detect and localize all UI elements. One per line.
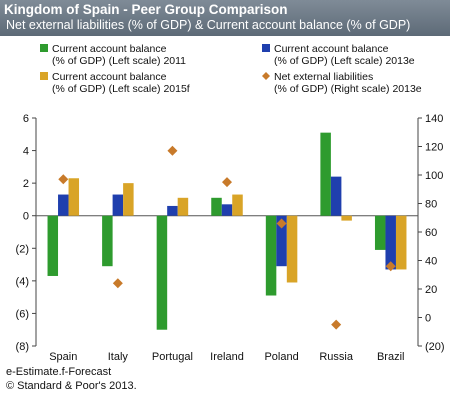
bar-ca-2015f-italy (123, 183, 134, 216)
category-label: Brazil (377, 351, 405, 363)
left-tick-label: 6 (23, 113, 29, 125)
category-label: Poland (264, 351, 298, 363)
legend-label-ca-2015f: (% of GDP) (Left scale) 2015f (52, 83, 190, 95)
chart-legend: Current account balance(% of GDP) (Left … (40, 43, 422, 95)
legend-swatch-ca-2011 (40, 44, 48, 52)
category-label: Spain (49, 351, 77, 363)
bar-ca-2015f-poland (286, 215, 298, 283)
category-label: Italy (108, 351, 129, 363)
left-tick-label: 2 (23, 178, 29, 190)
bar-ca-2015f-spain (68, 178, 80, 216)
bar-ca-2013e-spain (58, 194, 69, 216)
bar-ca-2011-russia (320, 132, 331, 216)
right-tick-label: (20) (425, 341, 445, 353)
bar-ca-2011-portugal (156, 215, 168, 330)
bar-ca-2011-poland (265, 215, 277, 296)
bar-ca-2011-italy (102, 215, 113, 267)
marker-nel-2013e-spain (58, 174, 69, 185)
copyright-note: © Standard & Poor's 2013. (6, 380, 137, 392)
bar-ca-2013e-ireland (221, 204, 233, 216)
legend-label-nel-2013e: (% of GDP) (Right scale) 2013e (274, 83, 422, 95)
bar-ca-2013e-portugal (167, 205, 178, 216)
left-tick-label: (6) (16, 308, 29, 320)
marker-nel-2013e-portugal (167, 145, 178, 156)
bar-ca-2011-ireland (211, 197, 222, 216)
right-tick-label: 40 (425, 256, 437, 268)
bar-ca-2013e-italy (112, 194, 124, 216)
chart-subtitle: Net external liabilities (% of GDP) & Cu… (6, 18, 411, 32)
bar-ca-2015f-portugal (177, 197, 189, 216)
marker-nel-2013e-ireland (222, 177, 232, 188)
right-tick-label: 20 (425, 284, 437, 296)
bar-ca-2015f-russia (341, 215, 352, 221)
left-tick-label: (8) (16, 341, 29, 353)
legend-label-ca-2011: Current account balance (52, 43, 167, 55)
legend-label-ca-2011: (% of GDP) (Left scale) 2011 (52, 55, 186, 67)
category-label: Ireland (210, 351, 244, 363)
chart-footer: e-Estimate.f-Forecast © Standard & Poor'… (6, 365, 137, 393)
chart-title: Kingdom of Spain - Peer Group Comparison (4, 2, 288, 17)
legend-swatch-ca-2015f (40, 72, 48, 80)
legend-label-ca-2013e: Current account balance (274, 43, 389, 55)
legend-label-ca-2013e: (% of GDP) (Left scale) 2013e (274, 55, 415, 67)
category-label: Portugal (152, 351, 193, 363)
left-tick-label: (2) (16, 243, 29, 255)
bar-ca-2013e-brazil (385, 215, 396, 270)
marker-nel-2013e-poland (276, 218, 287, 229)
legend-swatch-ca-2013e (262, 44, 270, 52)
left-tick-label: 4 (23, 146, 29, 158)
legend-marker-nel-2013e (262, 72, 270, 80)
right-tick-label: 100 (425, 170, 443, 182)
marker-nel-2013e-russia (331, 319, 342, 330)
right-tick-label: 0 (425, 313, 431, 325)
left-tick-label: 0 (23, 211, 29, 223)
marker-nel-2013e-italy (112, 278, 123, 289)
legend-label-ca-2015f: Current account balance (52, 71, 167, 83)
right-tick-label: 140 (425, 113, 443, 125)
bar-ca-2011-spain (47, 215, 59, 276)
combo-chart: Current account balance(% of GDP) (Left … (16, 43, 445, 363)
plot-area: 6420(2)(4)(6)(8)140120100806040200(20)Sp… (16, 113, 445, 363)
bar-ca-2013e-poland (276, 215, 287, 267)
left-tick-label: (4) (16, 276, 29, 288)
bar-ca-2011-brazil (374, 215, 386, 250)
bar-ca-2013e-russia (330, 176, 342, 216)
category-label: Russia (319, 351, 354, 363)
right-tick-label: 120 (425, 142, 443, 154)
chart-header: Kingdom of Spain - Peer Group Comparison… (0, 0, 450, 36)
estimate-note: e-Estimate.f-Forecast (6, 366, 112, 378)
bar-ca-2015f-brazil (395, 215, 407, 270)
bar-ca-2015f-ireland (232, 194, 243, 216)
legend-label-nel-2013e: Net external liabilities (274, 71, 373, 83)
marker-nel-2013e-brazil (385, 261, 396, 272)
right-tick-label: 80 (425, 199, 437, 211)
right-tick-label: 60 (425, 227, 437, 239)
